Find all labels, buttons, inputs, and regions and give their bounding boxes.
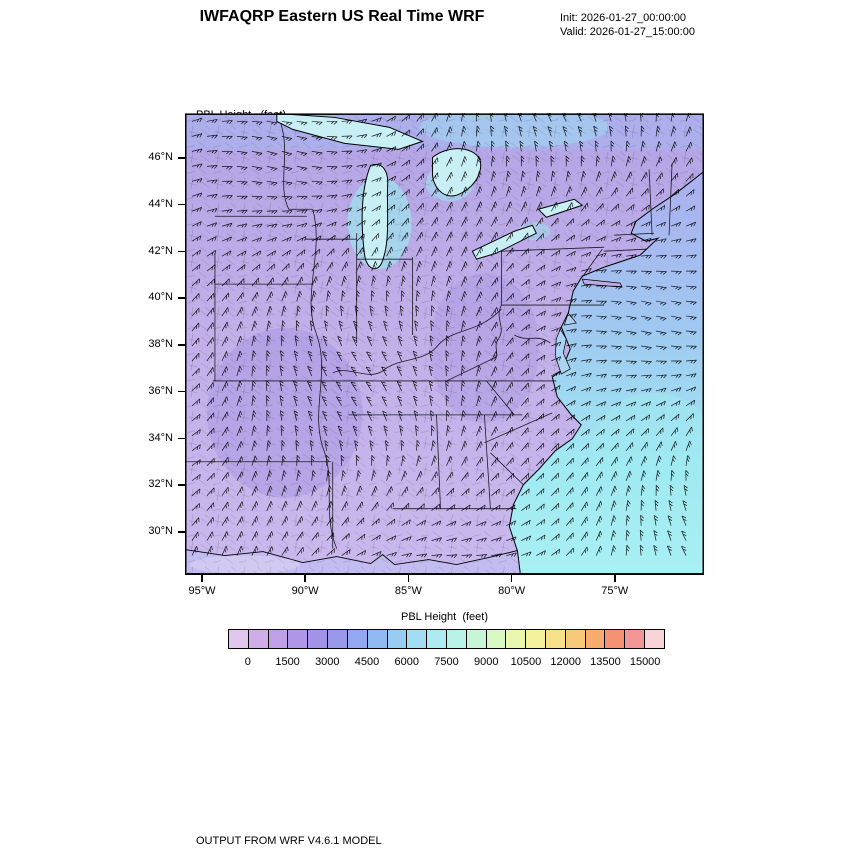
wind-barbs — [191, 110, 697, 559]
colorbar-segment — [268, 630, 289, 648]
lon-tick-label: 90°W — [291, 585, 319, 597]
lat-tickmark — [178, 390, 185, 393]
map-frame — [185, 113, 704, 575]
model-version-line: OUTPUT FROM WRF V4.6.1 MODEL — [196, 835, 382, 847]
lake-erie — [471, 224, 537, 260]
colorbar-segment — [506, 630, 527, 648]
colorbar-tick-label: 6000 — [394, 656, 419, 668]
long-island — [581, 278, 623, 288]
colorbar-segment — [625, 630, 646, 648]
lon-tick-label: 80°W — [498, 585, 526, 597]
colorbar-segment — [645, 630, 664, 648]
colorbar-segment — [288, 630, 309, 648]
run-times: Init: 2026-01-27_00:00:00 Valid: 2026-01… — [560, 11, 695, 39]
lon-tickmark — [304, 575, 306, 582]
colorbar-segment — [229, 630, 249, 648]
state-boundaries — [185, 123, 673, 549]
init-time: Init: 2026-01-27_00:00:00 — [560, 12, 686, 24]
colorbar-segment — [565, 630, 586, 648]
lon-tick-label: 85°W — [394, 585, 422, 597]
colorbar-tick-label: 3000 — [315, 656, 340, 668]
lat-tickmark — [178, 531, 185, 533]
colorbar-segment — [466, 630, 487, 648]
lat-tickmark — [178, 297, 185, 299]
colorbar-tick-label: 15000 — [629, 656, 661, 668]
colorbar-segment — [526, 630, 546, 648]
colorbar-tick-label: 10500 — [510, 656, 542, 668]
lat-tick-label: 36°N — [148, 384, 173, 397]
colorbar-labels: 0 1500 3000 4500 6000 7500 9000 10500 12000 13500… — [228, 653, 665, 671]
colorbar-title: PBL Height (feet) — [400, 611, 489, 623]
map-plot — [184, 107, 716, 576]
colorbar-segment — [367, 630, 388, 648]
colorbar-tick-label: 12000 — [550, 656, 581, 668]
lake-huron — [432, 148, 482, 197]
colorbar — [228, 629, 665, 649]
lat-tick-label: 44°N — [148, 197, 173, 210]
page-title: IWFAQRP Eastern US Real Time WRF — [199, 8, 485, 25]
colorbar-tick-label: 1500 — [275, 656, 300, 668]
lat-tickmark — [178, 250, 185, 252]
lon-tickmark — [407, 575, 410, 582]
colorbar-segment — [585, 630, 606, 648]
lat-tickmark — [178, 437, 185, 439]
lake-superior — [276, 112, 424, 150]
lat-tick-label: 42°N — [148, 244, 173, 257]
lat-tick-label: 38°N — [148, 338, 173, 350]
lat-tick-label: 34°N — [148, 431, 173, 444]
longitude-axis: 95°W 90°W 85°W 80°W 75°W — [185, 575, 704, 605]
colorbar-segment — [446, 630, 467, 648]
colorbar-segment — [427, 630, 447, 648]
latitude-axis: 46°N 44°N 42°N 40°N 38°N 36°N 34°N 32°N 30°N — [128, 113, 185, 575]
lat-tick-label: 30°N — [148, 525, 173, 537]
colorbar-tick-label: 9000 — [473, 656, 499, 668]
wind-barb-glyphs — [191, 110, 697, 559]
colorbar-segment — [328, 630, 348, 648]
colorbar-segment — [486, 630, 507, 648]
chesapeake-bay — [554, 328, 571, 375]
lon-tickmark — [510, 575, 513, 582]
colorbar-segment — [248, 630, 269, 648]
colorbar-tick-label: 4500 — [354, 656, 380, 668]
lon-tick-label: 75°W — [601, 585, 629, 597]
colorbar-segment — [546, 630, 566, 648]
colorbar-segment — [407, 630, 428, 648]
colorbar-segment — [308, 630, 329, 648]
valid-time: Valid: 2026-01-27_15:00:00 — [560, 26, 695, 38]
footer-notes: OUTPUT FROM WRF V4.6.1 MODEL WE = 310 ; … — [196, 809, 629, 850]
colorbar-segment — [347, 630, 368, 648]
map-canvas — [184, 107, 716, 576]
cyan-patch-offshore — [592, 392, 716, 503]
lat-tickmark — [178, 157, 185, 159]
lon-tickmark — [614, 575, 616, 582]
colorbar-segment — [387, 630, 408, 648]
lat-tickmark — [178, 484, 185, 486]
county-texture — [185, 113, 704, 575]
lake-michigan — [361, 163, 389, 270]
lat-tickmark — [178, 344, 185, 346]
lat-tick-label: 32°N — [148, 478, 173, 491]
colorbar-segment — [605, 630, 626, 648]
lon-tickmark — [201, 575, 203, 582]
great-lakes — [276, 112, 584, 270]
lat-tick-label: 46°N — [148, 151, 173, 163]
colorbar-tick-label: 7500 — [434, 656, 459, 668]
lat-tick-label: 40°N — [148, 291, 173, 304]
colorbar-tick-label: 0 — [244, 656, 251, 668]
lon-tick-label: 95°W — [188, 585, 216, 597]
colorbar-tick-label: 13500 — [590, 656, 621, 668]
lat-tickmark — [178, 203, 185, 206]
